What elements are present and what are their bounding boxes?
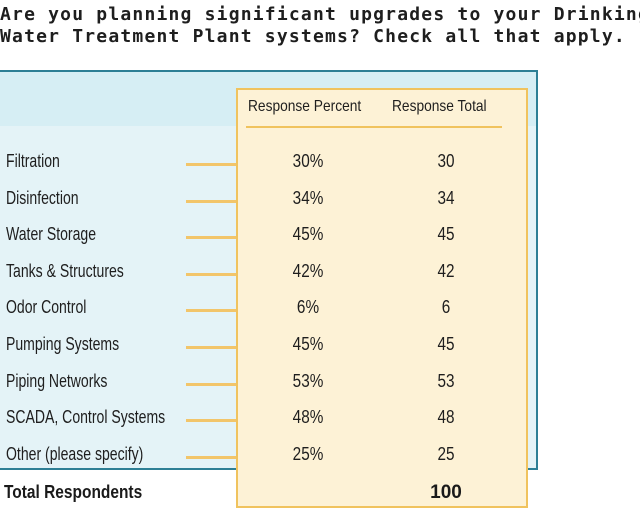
- row-percent: 45%: [292, 224, 324, 245]
- row-label: SCADA, Control Systems: [6, 407, 166, 428]
- row-connector: [186, 236, 236, 240]
- row-total: 30: [437, 151, 455, 171]
- row-connector: [186, 455, 236, 459]
- row-total: 6: [441, 297, 451, 318]
- row-total: 25: [437, 443, 455, 464]
- row-label: Disinfection: [6, 187, 79, 208]
- row-total: 45: [437, 334, 455, 354]
- row-total: 45: [437, 224, 455, 245]
- row-label: Water Storage: [6, 224, 97, 245]
- column-header-total: Response Total: [392, 98, 487, 115]
- row-label: Piping Networks: [6, 370, 108, 391]
- row-percent: 30%: [292, 151, 324, 171]
- total-row: Total Respondents 100: [0, 478, 640, 508]
- page-title: Are you planning significant upgrades to…: [0, 4, 640, 48]
- column-header-percent: Response Percent: [248, 98, 362, 115]
- row-percent: 6%: [296, 297, 320, 318]
- table-row: Disinfection 34% 34: [0, 183, 640, 219]
- row-percent: 53%: [292, 370, 324, 391]
- row-label: Other (please specify): [6, 443, 144, 464]
- row-connector: [186, 309, 236, 313]
- row-label: Filtration: [6, 151, 60, 171]
- row-total: 34: [437, 187, 455, 208]
- title-line-1: Are you planning significant upgrades to…: [0, 4, 640, 25]
- title-line-2: Water Treatment Plant systems? Check all…: [0, 26, 626, 47]
- row-total: 48: [437, 407, 455, 428]
- response-columns-box: [236, 88, 528, 508]
- table-row: Filtration 30% 30: [0, 146, 640, 182]
- row-connector: [186, 382, 236, 386]
- row-connector: [186, 272, 236, 276]
- table-row: Piping Networks 53% 53: [0, 366, 640, 402]
- row-percent: 45%: [292, 334, 324, 354]
- row-percent: 48%: [292, 407, 324, 428]
- row-total: 42: [437, 260, 455, 281]
- table-row: Other (please specify) 25% 25: [0, 439, 640, 475]
- row-total: 53: [437, 370, 455, 391]
- table-row: Tanks & Structures 42% 42: [0, 256, 640, 292]
- row-connector: [186, 163, 236, 166]
- row-label: Pumping Systems: [6, 334, 120, 354]
- row-label: Odor Control: [6, 297, 87, 318]
- total-value: 100: [430, 482, 462, 503]
- row-percent: 25%: [292, 443, 324, 464]
- row-connector: [186, 419, 236, 423]
- table-row: Odor Control 6% 6: [0, 292, 640, 328]
- table-row: SCADA, Control Systems 48% 48: [0, 402, 640, 438]
- header-divider: [246, 126, 502, 128]
- total-label: Total Respondents: [4, 482, 143, 502]
- row-percent: 34%: [292, 187, 324, 208]
- row-percent: 42%: [292, 260, 324, 281]
- row-label: Tanks & Structures: [6, 260, 124, 281]
- table-row: Water Storage 45% 45: [0, 219, 640, 255]
- row-connector: [186, 346, 236, 349]
- table-row: Pumping Systems 45% 45: [0, 329, 640, 365]
- row-connector: [186, 199, 236, 203]
